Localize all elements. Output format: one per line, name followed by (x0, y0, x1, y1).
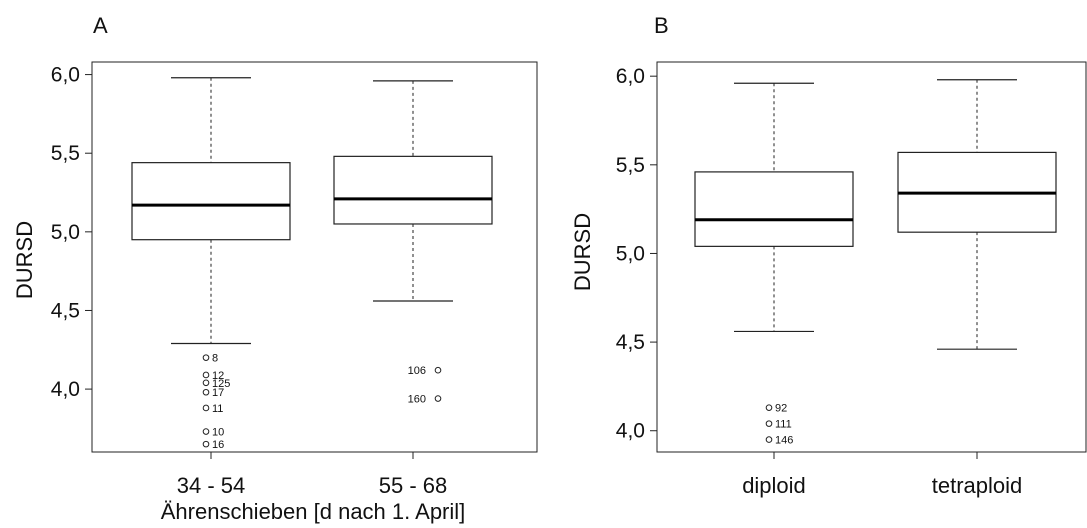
outlier-label: 111 (775, 419, 792, 431)
outlier-label: 10 (212, 427, 224, 439)
panel-b-plot-frame (656, 61, 1087, 453)
outlier-point (765, 420, 773, 427)
panel-b-y-tick-label: 5,0 (616, 242, 645, 265)
outlier-point (202, 354, 210, 361)
panel-a-y-axis-title: DURSD (12, 221, 37, 299)
outlier-label: 125 (212, 378, 230, 390)
panel-a-x-axis-title: Ährenschieben [d nach 1. April] (161, 499, 466, 524)
outlier-point (765, 436, 773, 443)
outlier-label: 146 (775, 435, 793, 447)
panel-a-y-tick-label: 5,5 (51, 142, 80, 165)
panel-a-y-tick-label: 4,0 (51, 378, 80, 401)
outlier-label: 17 (212, 387, 224, 399)
outlier-label: 8 (212, 353, 218, 365)
panel-a-plot-frame (91, 61, 538, 453)
panel-b-y-tick-label: 5,5 (616, 154, 645, 177)
outlier-point (765, 404, 773, 411)
outlier-point (202, 388, 210, 396)
panel-b: B DURSD 4,0 4,5 5,0 5,5 6,0 diploid tetraploid… (570, 13, 1087, 498)
outlier-label: 106 (408, 365, 426, 377)
panel-a-category-label: 34 - 54 (177, 473, 246, 498)
iqr-box (131, 162, 291, 241)
outlier-point (202, 379, 210, 387)
panel-b-y-tick-label: 6,0 (616, 65, 645, 88)
outlier-label: 160 (408, 394, 426, 406)
panel-b-category-label: tetraploid (932, 473, 1023, 498)
panel-a-box-2: 106 160 (333, 80, 493, 406)
panel-b-label: B (654, 13, 669, 38)
panel-a-y-tick-label: 4,5 (51, 299, 80, 322)
outlier-point (434, 395, 442, 402)
outlier-point (202, 404, 210, 412)
outlier-point (202, 428, 210, 435)
panel-b-y-tick-label: 4,5 (616, 331, 645, 354)
outlier-point (202, 371, 210, 379)
panel-a-y-tick-label: 5,0 (51, 221, 80, 244)
iqr-box (333, 155, 493, 225)
outlier-label: 12 (212, 370, 224, 382)
outlier-label: 16 (212, 439, 224, 451)
panel-a: A DURSD Ährenschieben [d nach 1. April] … (12, 13, 538, 524)
outlier-point (434, 366, 442, 374)
iqr-box (694, 171, 854, 247)
panel-b-box-2 (897, 79, 1057, 350)
panel-a-y-tick-label: 6,0 (51, 64, 80, 87)
outlier-label: 92 (775, 403, 787, 415)
panel-b-y-tick-label: 4,0 (616, 420, 645, 443)
panel-b-y-axis-title: DURSD (570, 213, 595, 291)
panel-a-category-label: 55 - 68 (379, 473, 448, 498)
outlier-point (202, 440, 210, 448)
panel-b-category-label: diploid (742, 473, 806, 498)
panel-b-box-1: 92 111 146 (694, 82, 854, 447)
outlier-label: 11 (212, 403, 223, 415)
panel-a-label: A (93, 13, 108, 38)
